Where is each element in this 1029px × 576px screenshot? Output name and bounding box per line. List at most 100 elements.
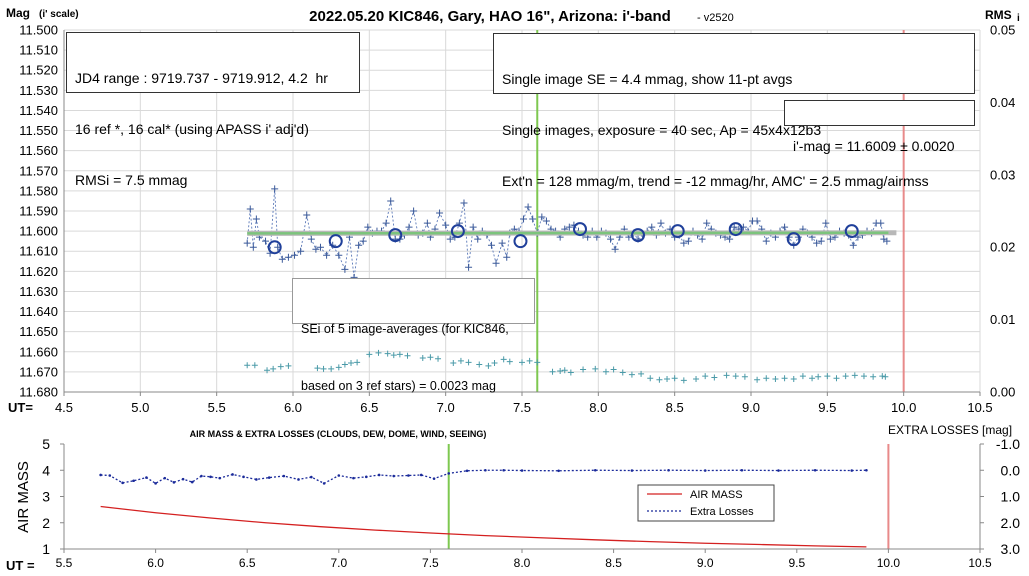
bottom-x-tick-label: 9.5	[788, 556, 805, 570]
average-point	[728, 222, 743, 237]
average-point	[670, 224, 685, 239]
bottom-y-tick-label: 4	[42, 462, 50, 478]
single-image-point	[680, 239, 688, 247]
legend-air-mass-label: AIR MASS	[690, 489, 743, 501]
rms-point	[763, 375, 770, 382]
extra-losses-point	[231, 473, 234, 476]
top-x-tick-label: 10.0	[891, 400, 916, 415]
extra-losses-point	[703, 469, 707, 472]
average-point	[844, 224, 859, 239]
single-image-point	[271, 185, 279, 193]
extra-losses-point	[377, 473, 381, 477]
extra-losses-point	[557, 469, 560, 473]
single-image-se-line: Single image SE = 4.4 mmag, show 11-pt a…	[502, 71, 793, 87]
top-chart-title: 2022.05.20 KIC846, Gary, HAO 16", Arizon…	[309, 8, 671, 25]
rms-point	[638, 370, 645, 377]
single-image-point	[753, 217, 761, 225]
ref-stars-line: 16 ref *, 16 cal* (using APASS i' adj'd)	[75, 121, 309, 137]
bottom-y2-tick-label: 1.0	[1001, 489, 1021, 505]
top-y-tick-label: 11.540	[19, 103, 58, 118]
bottom-chart-title: AIR MASS & EXTRA LOSSES (CLOUDS, DEW, DO…	[190, 429, 487, 439]
top-y-tick-label: 11.510	[19, 43, 58, 58]
rms-point	[647, 375, 654, 382]
top-y-tick-label: 11.590	[19, 204, 58, 219]
single-image-point	[529, 215, 537, 223]
rms-point	[285, 362, 292, 369]
rms-point	[732, 373, 739, 380]
bottom-plot-area	[99, 444, 890, 549]
extinction-line: Ext'n = 128 mmag/m, trend = -12 mmag/hr,…	[502, 173, 929, 189]
extra-losses-point	[121, 481, 124, 485]
single-image-point	[312, 245, 320, 253]
air-mass-line	[100, 505, 867, 548]
top-y-tick-label: 11.620	[19, 264, 58, 279]
extra-losses-point	[322, 482, 326, 485]
single-image-point	[607, 235, 615, 243]
rms-point	[519, 359, 525, 366]
rms-point	[561, 367, 568, 374]
rms-point	[506, 358, 513, 365]
bottom-y2-tick-label: 3.0	[1001, 541, 1021, 557]
single-image-point	[284, 253, 292, 261]
average-point	[513, 234, 528, 249]
single-image-point	[657, 219, 665, 227]
rms-point	[580, 366, 587, 373]
top-x-tick-label: 4.5	[55, 400, 73, 415]
rms-point	[549, 368, 556, 375]
rms-point	[711, 374, 718, 381]
extra-losses-point	[297, 478, 300, 481]
top-y-tick-label: 11.680	[19, 385, 58, 400]
rms-point	[602, 368, 609, 375]
bottom-x-tick-label: 10.0	[877, 556, 901, 570]
top-y2-axis-label: RMS	[985, 8, 1012, 22]
rms-point	[457, 357, 464, 364]
single-image-point	[446, 235, 454, 243]
extra-losses-point	[520, 469, 524, 472]
single-image-point	[538, 213, 546, 221]
bottom-x-tick-label: 10.5	[968, 556, 992, 570]
average-point	[631, 228, 646, 243]
single-image-point	[460, 199, 468, 207]
rms-point	[741, 373, 748, 380]
jd-range-line: JD4 range : 9719.737 - 9719.912, 4.2 hr	[75, 70, 328, 86]
average-point	[786, 232, 801, 247]
rms-point	[882, 373, 889, 380]
single-image-point	[262, 237, 270, 245]
rms-point	[833, 375, 840, 382]
single-image-point	[503, 253, 511, 261]
top-y2-tick-label: 0.02	[990, 240, 1015, 255]
legend-extra-losses-label: Extra Losses	[690, 506, 754, 518]
extra-losses-point	[154, 482, 157, 485]
top-y2-tick-label: 0.03	[990, 167, 1015, 182]
imag-value: i'-mag = 11.6009 ± 0.0020	[793, 138, 955, 154]
extra-losses-point	[407, 474, 410, 477]
rms-point	[491, 360, 498, 367]
rms-point	[592, 365, 599, 372]
top-x-tick-label: 6.0	[284, 400, 302, 415]
single-image-point	[355, 241, 363, 249]
top-x-tick-label: 8.5	[666, 400, 684, 415]
rms-point	[534, 359, 541, 366]
single-image-point	[611, 245, 619, 253]
top-y2-tick-label: 0.00	[990, 385, 1015, 400]
exposure-line: Single images, exposure = 40 sec, Ap = 4…	[502, 122, 822, 138]
single-image-point	[813, 239, 821, 247]
extra-losses-point	[255, 478, 258, 481]
single-image-point	[781, 223, 789, 231]
single-image-point	[442, 221, 450, 229]
rms-point	[860, 373, 867, 380]
bottom-x-tick-label: 7.5	[422, 556, 439, 570]
top-x-tick-label: 7.0	[437, 400, 455, 415]
extra-losses-point	[200, 474, 203, 478]
single-image-point	[436, 209, 444, 217]
extra-losses-point	[465, 469, 469, 473]
rms-point	[348, 360, 355, 367]
single-image-point	[684, 237, 692, 245]
imag-box: i'-mag = 11.6009 ± 0.0020	[784, 100, 975, 154]
extra-losses-point	[419, 473, 423, 477]
single-image-point	[364, 223, 372, 231]
rms-point	[799, 373, 806, 380]
top-y-tick-label: 11.600	[19, 224, 58, 239]
top-chart-version: - v2520	[697, 12, 734, 24]
bottom-x-tick-label: 6.0	[147, 556, 164, 570]
